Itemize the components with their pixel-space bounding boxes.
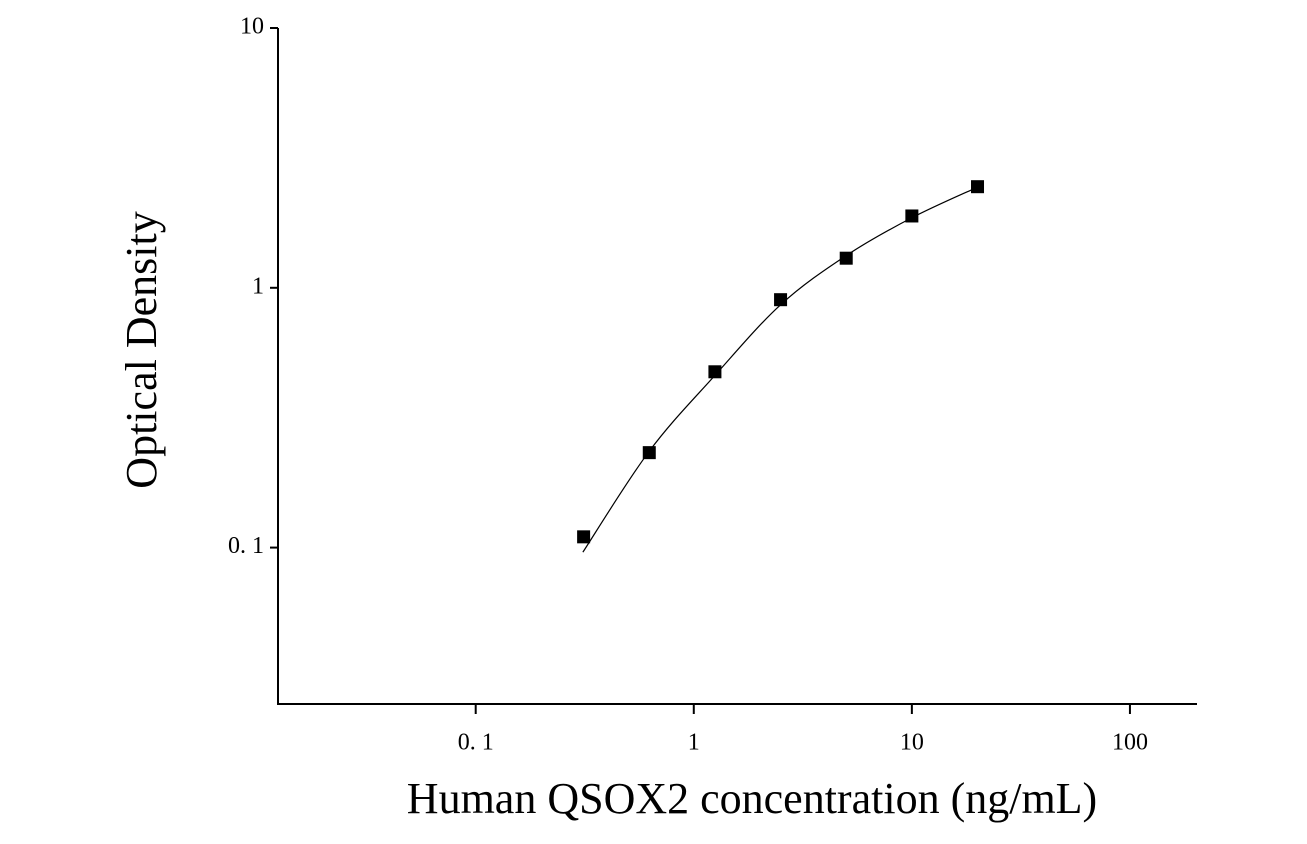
x-tick-label: 100 (1112, 730, 1148, 756)
x-tick-label: 0. 1 (458, 730, 494, 756)
fit-curve (582, 186, 978, 553)
data-point (905, 209, 919, 223)
data-point (642, 446, 656, 460)
y-tick-label: 10 (240, 14, 264, 40)
y-axis-title: Optical Density (117, 211, 166, 488)
data-point (577, 530, 591, 544)
y-tick-label: 1 (252, 273, 264, 299)
x-axis-title: Human QSOX2 concentration (ng/mL) (407, 774, 1097, 823)
data-point (971, 180, 985, 194)
x-tick-label: 10 (900, 730, 924, 756)
data-point (708, 365, 722, 379)
x-tick-label: 1 (688, 730, 700, 756)
data-point (839, 251, 853, 265)
data-point (774, 293, 788, 307)
y-tick-label: 0. 1 (228, 533, 264, 559)
